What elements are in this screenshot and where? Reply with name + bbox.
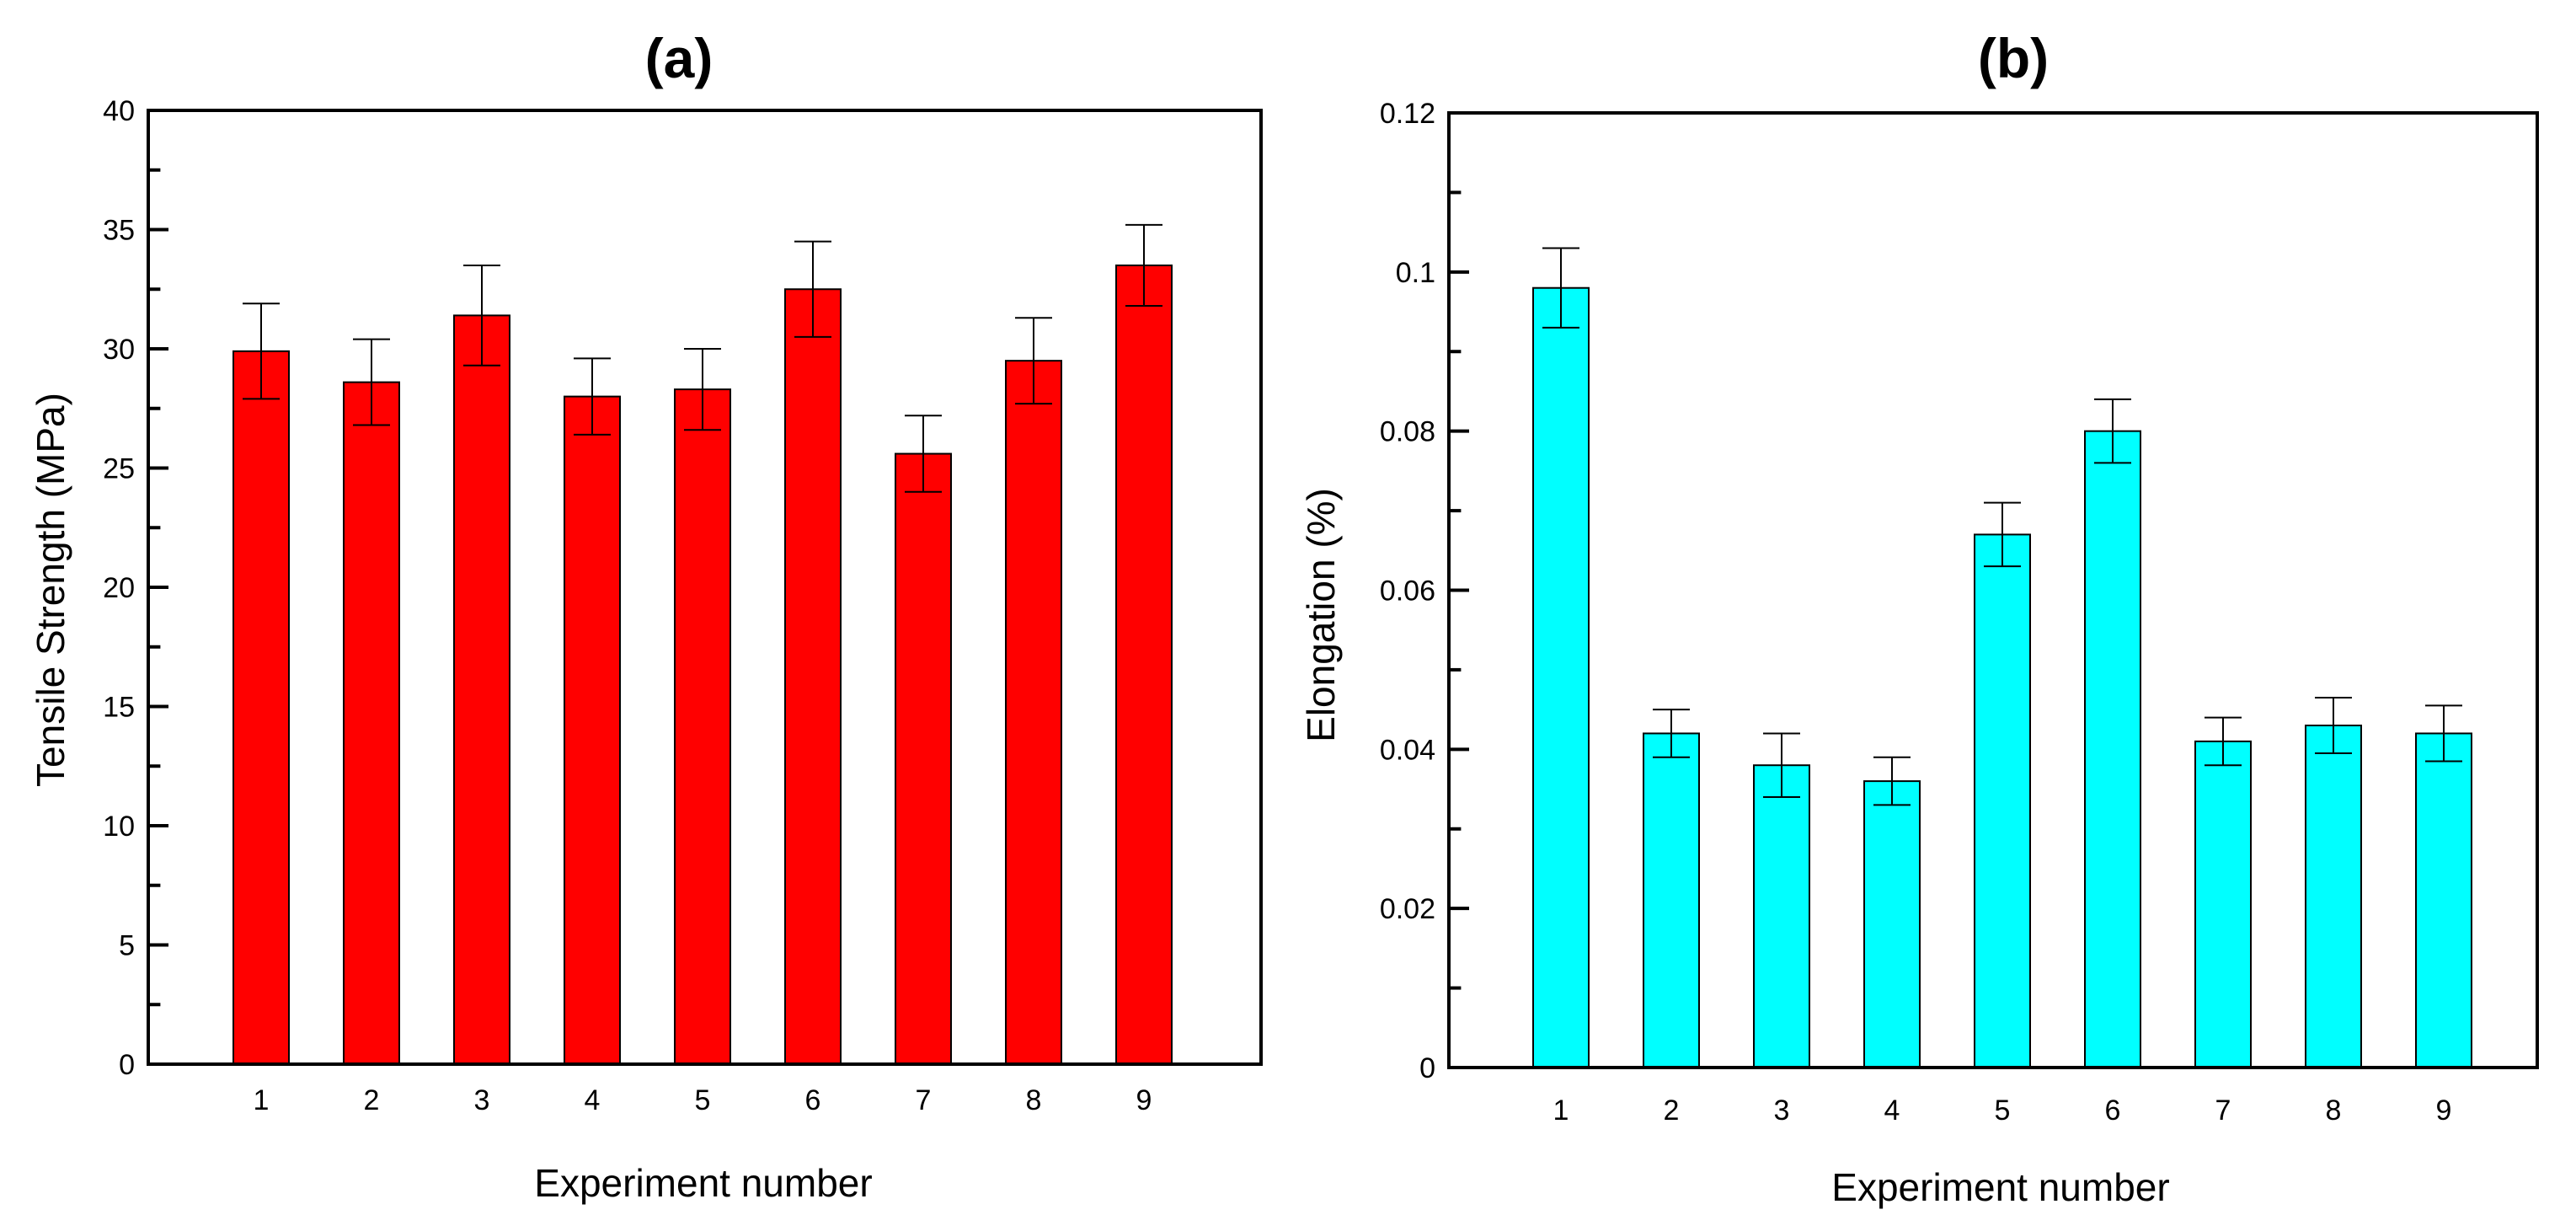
chart-a-bar-9 — [1115, 264, 1173, 1065]
chart-b-x-tick-label-5: 5 — [1995, 1095, 2011, 1127]
chart-b-errorbar-7 — [2205, 716, 2242, 767]
chart-a-y-tick-label: 0 — [119, 1049, 135, 1081]
chart-a-bar-8 — [1005, 360, 1062, 1065]
chart-b-x-tick-label-3: 3 — [1774, 1095, 1790, 1127]
chart-b-errorbar-1 — [1542, 247, 1579, 329]
chart-a-bar-4 — [564, 395, 621, 1066]
chart-a-y-tick-label: 10 — [103, 811, 135, 843]
chart-b-yticks: 0 0.02 0.04 0.06 0.08 0.1 0.12 — [1380, 98, 1469, 1084]
chart-b-errorbar-4 — [1873, 756, 1911, 806]
chart-b-y-tick-label: 0.06 — [1380, 575, 1435, 607]
chart-b-bar-8 — [2305, 725, 2362, 1069]
chart-b-errorbar-3 — [1763, 732, 1800, 798]
chart-a-errorbars — [243, 223, 1162, 493]
chart-a-x-tick-label-8: 8 — [1026, 1084, 1042, 1116]
chart-a-x-tick-label-7: 7 — [916, 1084, 932, 1116]
chart-a-x-tick-label-1: 1 — [254, 1084, 270, 1116]
chart-b-errorbar-9 — [2425, 704, 2462, 763]
chart-b-bar-5 — [1974, 533, 2031, 1068]
chart-a-yticks: 0 5 10 15 20 25 30 35 40 — [103, 95, 168, 1081]
chart-a-title: (a) — [645, 27, 713, 89]
chart-b-x-tick-label-2: 2 — [1664, 1095, 1680, 1127]
chart-b-plot-frame — [1447, 111, 2539, 1069]
chart-a-bar-7 — [895, 452, 952, 1065]
chart-b-y-tick-label: 0.02 — [1380, 893, 1435, 925]
chart-b-y-tick-label: 0.08 — [1380, 416, 1435, 448]
chart-a-errorbar-2 — [353, 338, 390, 426]
chart-b-y-tick-label: 0.12 — [1380, 98, 1435, 130]
chart-a-errorbar-3 — [463, 264, 500, 367]
chart-a-x-axis-label: Experiment number — [534, 1161, 872, 1205]
chart-a-errorbar-8 — [1015, 317, 1052, 405]
chart-b-xticks: 1 2 3 4 5 6 7 8 9 — [1553, 1095, 2452, 1127]
chart-a-x-tick-label-2: 2 — [364, 1084, 380, 1116]
chart-panel-b: (b) Elongation (%) Experiment number 0 0.… — [1299, 27, 2539, 1209]
chart-b-bar-7 — [2194, 740, 2252, 1068]
chart-a-x-tick-label-6: 6 — [805, 1084, 821, 1116]
chart-b-x-tick-label-7: 7 — [2215, 1095, 2231, 1127]
chart-b-x-tick-label-4: 4 — [1884, 1095, 1900, 1127]
chart-b-y-tick-label: 0 — [1419, 1052, 1435, 1084]
chart-a-y-axis-label: Tensile Strength (MPa) — [29, 393, 72, 787]
chart-a-y-tick-label: 20 — [103, 572, 135, 604]
chart-a-y-tick-label: 35 — [103, 215, 135, 247]
chart-a-bar-6 — [784, 288, 842, 1065]
chart-b-x-axis-label: Experiment number — [1831, 1165, 2169, 1209]
chart-a-bar-5 — [674, 388, 731, 1065]
chart-a-bar-2 — [343, 381, 400, 1065]
chart-b-errorbar-5 — [1984, 501, 2021, 568]
chart-a-errorbar-6 — [794, 240, 831, 338]
chart-a-bar-3 — [453, 314, 510, 1065]
chart-a-plot-frame — [147, 109, 1263, 1066]
chart-a-bars — [232, 264, 1173, 1066]
chart-b-bar-9 — [2415, 732, 2472, 1068]
chart-b-bars — [1532, 286, 2472, 1069]
chart-b-bar-3 — [1753, 764, 1810, 1068]
chart-b-bar-6 — [2084, 430, 2141, 1068]
chart-panel-a: (a) Tensile Strength (MPa) Experiment nu… — [29, 27, 1263, 1205]
chart-b-errorbar-8 — [2315, 696, 2352, 755]
chart-a-y-tick-label: 15 — [103, 692, 135, 724]
chart-b-bar-1 — [1532, 286, 1590, 1068]
chart-b-bar-4 — [1863, 780, 1921, 1068]
chart-a-errorbar-5 — [684, 348, 721, 431]
chart-a-y-tick-label: 25 — [103, 453, 135, 485]
chart-a-x-tick-label-9: 9 — [1136, 1084, 1152, 1116]
chart-a-errorbar-7 — [905, 415, 942, 493]
chart-b-errorbars — [1542, 247, 2462, 806]
chart-a-y-tick-label: 5 — [119, 930, 135, 962]
chart-b-errorbar-6 — [2094, 398, 2131, 464]
chart-b-x-tick-label-9: 9 — [2436, 1095, 2452, 1127]
chart-b-bar-2 — [1643, 732, 1700, 1068]
chart-a-y-tick-label: 30 — [103, 334, 135, 366]
chart-b-y-axis-label: Elongation (%) — [1299, 488, 1343, 742]
chart-a-x-tick-label-5: 5 — [695, 1084, 711, 1116]
chart-a-x-tick-label-3: 3 — [474, 1084, 490, 1116]
chart-a-x-tick-label-4: 4 — [585, 1084, 601, 1116]
chart-b-title: (b) — [1978, 27, 2049, 89]
chart-b-x-tick-label-8: 8 — [2326, 1095, 2342, 1127]
chart-a-bar-1 — [232, 350, 290, 1065]
chart-a-errorbar-1 — [243, 302, 280, 400]
chart-b-y-tick-label: 0.1 — [1396, 257, 1435, 289]
chart-a-xticks: 1 2 3 4 5 6 7 8 9 — [254, 1084, 1152, 1116]
chart-a-errorbar-4 — [574, 357, 611, 436]
chart-b-errorbar-2 — [1653, 709, 1690, 758]
chart-a-y-tick-label: 40 — [103, 95, 135, 127]
chart-b-y-tick-label: 0.04 — [1380, 734, 1435, 766]
chart-b-x-tick-label-1: 1 — [1553, 1095, 1569, 1127]
chart-b-x-tick-label-6: 6 — [2105, 1095, 2121, 1127]
chart-a-errorbar-9 — [1125, 223, 1162, 308]
